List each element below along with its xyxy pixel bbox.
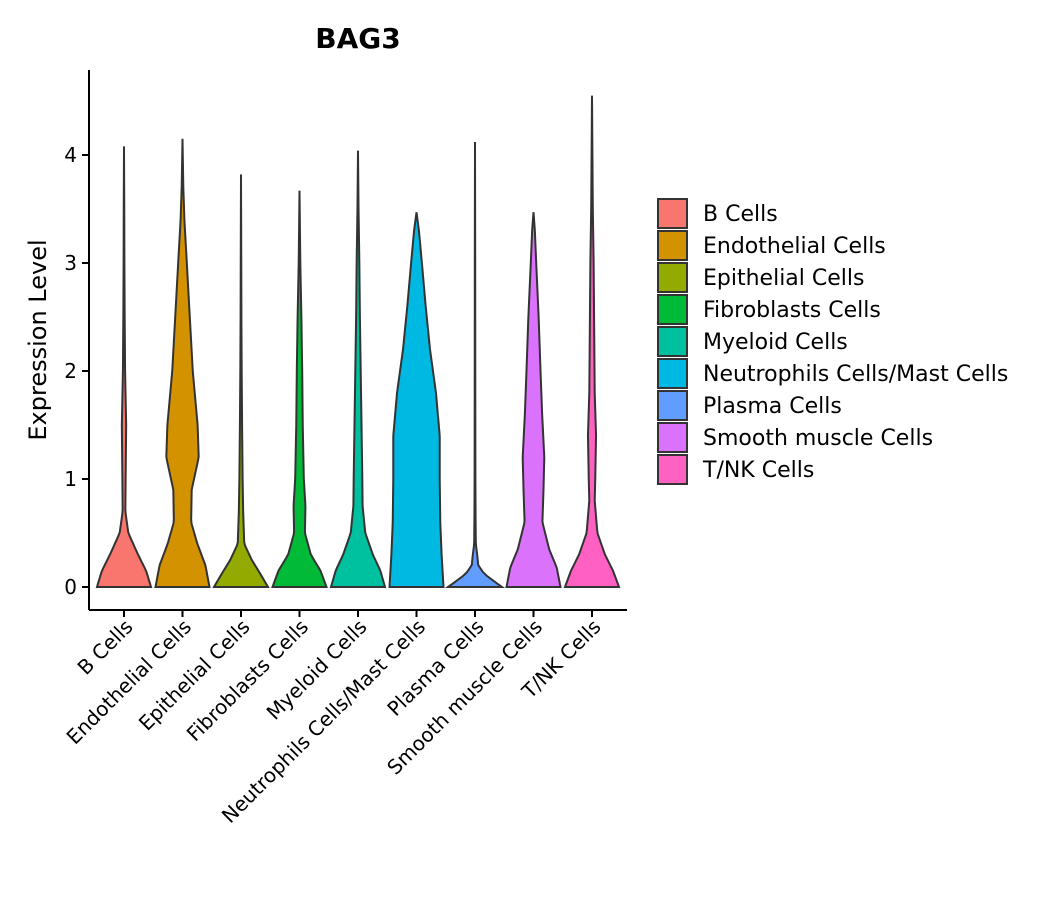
legend-label-2: Epithelial Cells [703,266,864,291]
violin-smooth-muscle-cells [505,212,562,588]
y-tick-label-2: 2 [64,359,77,383]
y-axis-title: Expression Level [24,239,52,440]
chart-title: BAG3 [315,22,400,55]
legend-label-0: B Cells [703,202,778,227]
plot-layer [95,95,621,588]
legend-key-8 [657,454,688,485]
y-tick-label-3: 3 [64,251,77,275]
x-tick-label-4: Myeloid Cells [262,615,372,725]
legend-label-6: Plasma Cells [703,394,842,419]
violin-neutrophils-cells-mast-cells [388,212,445,588]
violin-b-cells [95,146,153,588]
legend-label-5: Neutrophils Cells/Mast Cells [703,362,1008,387]
violin-epithelial-cells [212,174,270,588]
violin-t-nk-cells [563,95,621,588]
violin-endothelial-cells [154,138,211,588]
legend-key-3 [657,294,688,325]
legend-label-3: Fibroblasts Cells [703,298,881,323]
violin-myeloid-cells [329,150,387,588]
legend-label-1: Endothelial Cells [703,234,886,259]
legend-label-8: T/NK Cells [702,458,814,483]
legend-label-7: Smooth muscle Cells [703,426,933,451]
violin-fibroblasts-cells [271,190,328,588]
violin-plasma-cells [444,142,506,588]
legend: B Cells Endothelial Cells Epithelial Cells… [657,198,1008,485]
legend-key-2 [657,262,688,293]
legend-key-0 [657,198,688,229]
legend-key-4 [657,326,688,357]
legend-key-6 [657,390,688,421]
legend-key-7 [657,422,688,453]
legend-key-5 [657,358,688,389]
legend-key-1 [657,230,688,261]
y-tick-label-4: 4 [64,143,77,167]
y-tick-label-1: 1 [64,467,77,491]
legend-label-4: Myeloid Cells [703,330,848,355]
y-tick-label-0: 0 [64,575,77,599]
